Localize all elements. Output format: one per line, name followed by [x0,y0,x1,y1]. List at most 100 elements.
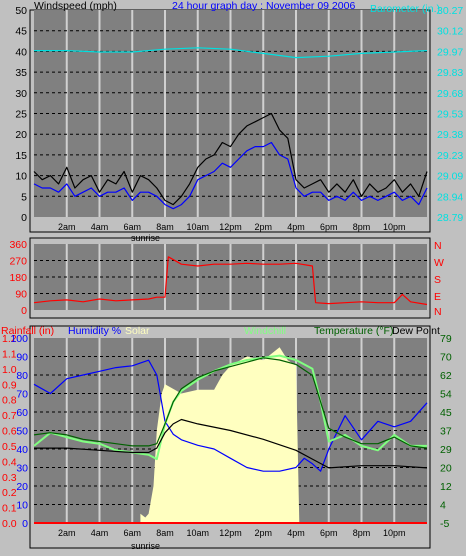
top-xtick-4pm: 4pm [287,222,305,232]
baro-tick-6: 29.68 [437,88,463,100]
rain-tick-8: 0.8 [2,395,17,407]
chart-date-title: 24 hour graph day : November 09 2006 [172,0,355,12]
dir-tick-1: 90 [15,289,27,301]
bot-xtick-4am: 4am [91,528,109,538]
wind-tick-4: 20 [15,129,27,141]
baro-tick-3: 29.23 [437,150,463,162]
humidity-tick-6: 60 [16,407,28,419]
compass-e: E [434,291,441,303]
bot-xtick-2am: 2am [58,528,76,538]
bot-xtick-6am: 6am [123,528,141,538]
rain-tick-7: 0.7 [2,410,17,422]
temp-tick-2: 12 [440,481,452,493]
top-xtick-8pm: 8pm [353,222,371,232]
wind-gust-series [33,112,428,206]
baro-tick-5: 29.53 [437,109,463,121]
wind-axis-title: Windspeed (mph) [34,0,117,12]
bot-xtick-8am: 8am [156,528,174,538]
temp-tick-3: 20 [440,463,452,475]
bot-xtick-10pm: 10pm [383,528,406,538]
baro-tick-2: 29.09 [437,171,463,183]
wind-tick-1: 5 [21,191,27,203]
rain-tick-0: 0.0 [2,518,17,530]
direction-series [33,256,428,306]
baro-tick-1: 28.94 [437,191,463,203]
humidity-header: Humidity % [68,325,121,337]
bot-xtick-6pm: 6pm [320,528,338,538]
humidity-tick-0: 0 [22,518,28,530]
humidity-tick-8: 80 [16,370,28,382]
baro-tick-10: 30.27 [437,5,463,17]
wind-avg-series [33,141,428,210]
bot-xtick-4pm: 4pm [287,528,305,538]
top-xtick-4am: 4am [91,222,109,232]
wind-tick-5: 25 [15,109,27,121]
sunrise-label-top: sunrise [131,233,160,243]
rain-tick-2: 0.2 [2,487,17,499]
wind-tick-3: 15 [15,150,27,162]
bot-xtick-2pm: 2pm [254,528,272,538]
baro-tick-8: 29.97 [437,46,463,58]
solar-header: Solar [125,325,150,337]
rain-tick-1: 0.1 [2,503,17,515]
top-xtick-8am: 8am [156,222,174,232]
wind-tick-9: 45 [15,26,27,38]
baro-tick-7: 29.83 [437,67,463,79]
temp-tick-6: 45 [440,407,452,419]
compass-w: W [434,257,444,269]
temp-tick-8: 62 [440,370,452,382]
top-xtick-12pm: 12pm [219,222,242,232]
rain-tick-11: 1.1 [2,348,17,360]
temp-tick-10: 79 [440,333,452,345]
rainfall-header: Rainfall (in) [1,325,54,337]
top-xtick-2pm: 2pm [254,222,272,232]
baro-tick-4: 29.38 [437,129,463,141]
temperature-series [33,357,428,449]
humidity-tick-4: 40 [16,444,28,456]
humidity-tick-3: 30 [16,463,28,475]
wind-tick-10: 50 [15,5,27,17]
dir-tick-4: 360 [9,239,27,251]
temp-tick-4: 29 [440,444,452,456]
compass-s: S [434,274,441,286]
rain-tick-9: 0.9 [2,379,17,391]
baro-tick-9: 30.12 [437,26,463,38]
bot-xtick-8pm: 8pm [353,528,371,538]
temp-tick-1: 4 [440,500,446,512]
temp-tick-5: 37 [440,426,452,438]
top-xtick-10pm: 10pm [383,222,406,232]
temp-tick-7: 54 [440,389,452,401]
rain-tick-5: 0.5 [2,441,17,453]
dir-tick-2: 180 [9,272,27,284]
top-xtick-2am: 2am [58,222,76,232]
rain-tick-10: 1.0 [2,364,17,376]
wind-tick-8: 40 [15,46,27,58]
compass-n-bottom: N [434,306,442,318]
humidity-tick-1: 10 [16,500,28,512]
barometer-axis-title: Barometer (in.) [370,3,440,15]
barometer-series [34,47,428,59]
humidity-tick-7: 70 [16,389,28,401]
wind-tick-0: 0 [21,212,27,224]
compass-n-top: N [434,240,442,252]
bot-xtick-12pm: 12pm [219,528,242,538]
humidity-series [33,359,428,472]
wind-tick-6: 30 [15,88,27,100]
sunrise-label-bottom: sunrise [131,541,160,551]
dir-tick-0: 0 [21,305,27,317]
dewpoint-header: Dew Point [392,325,440,337]
rain-tick-12: 1.2 [2,333,17,345]
humidity-tick-9: 90 [16,352,28,364]
wind-tick-2: 10 [15,171,27,183]
top-xtick-6pm: 6pm [320,222,338,232]
bot-xtick-10am: 10am [186,528,209,538]
rain-tick-3: 0.3 [2,472,17,484]
humidity-tick-2: 20 [16,481,28,493]
humidity-tick-5: 50 [16,426,28,438]
windchill-header: Windchill [244,325,286,337]
top-xtick-6am: 6am [123,222,141,232]
dir-tick-3: 270 [9,256,27,268]
temperature-header: Temperature (°F) [314,325,393,337]
